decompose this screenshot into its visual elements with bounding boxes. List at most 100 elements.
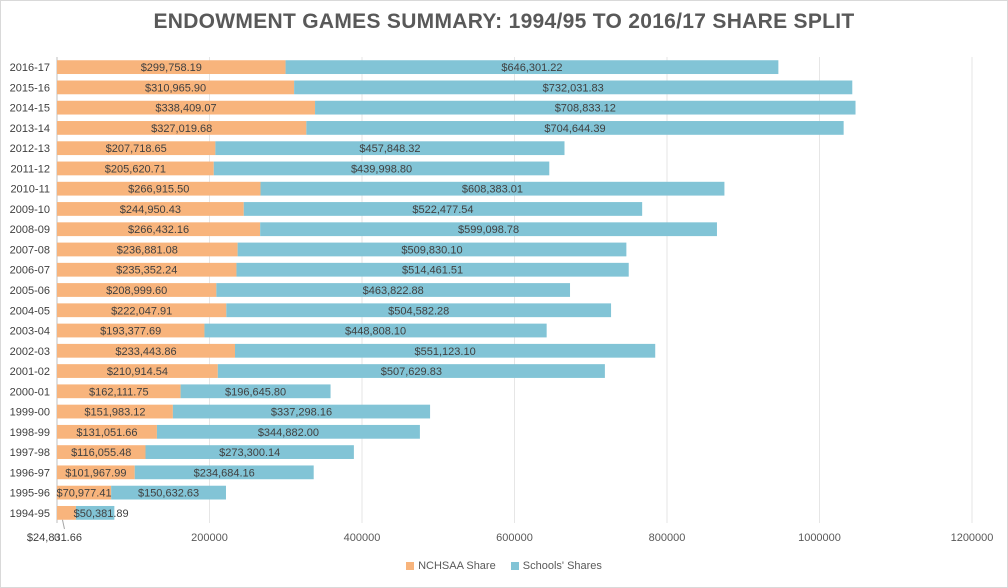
- legend-swatch-schools: [510, 562, 519, 570]
- category-label: 2007-08: [10, 244, 50, 256]
- data-label-schools: $273,300.14: [219, 447, 280, 459]
- legend-item-schools: Schools' Shares: [510, 560, 602, 572]
- legend-swatch-nchsaa: [406, 562, 415, 570]
- category-label: 2001-02: [10, 366, 50, 378]
- data-label-schools: $50,381.89: [74, 508, 129, 520]
- category-label: 2003-04: [10, 326, 50, 338]
- bar-nchsaa-share: [57, 465, 135, 480]
- category-label: 2013-14: [10, 123, 50, 135]
- bar-schools-shares: [226, 303, 612, 318]
- data-label-nchsaa: $244,950.43: [120, 204, 181, 216]
- data-label-nchsaa: $70,977.41: [57, 488, 112, 500]
- category-label: 2015-16: [10, 82, 50, 94]
- bar-nchsaa-share: [57, 161, 214, 176]
- data-label-schools: $196,645.80: [225, 386, 286, 398]
- bar-schools-shares: [235, 343, 656, 358]
- category-label: 2006-07: [10, 265, 50, 277]
- bar-schools-shares: [237, 242, 627, 257]
- bar-nchsaa-share: [57, 222, 261, 237]
- data-labels: $299,758.19 $646,301.22 $310,965.90 $732,03…: [27, 62, 616, 544]
- bar-nchsaa-share: [57, 283, 217, 297]
- category-label: 2011-12: [10, 163, 50, 175]
- legend-label-nchsaa: NCHSAA Share: [418, 560, 496, 572]
- bar-nchsaa-share: [57, 202, 244, 216]
- data-label-schools: $439,998.80: [351, 163, 412, 175]
- data-label-nchsaa: $236,881.08: [117, 244, 178, 256]
- data-label-schools: $150,632.63: [138, 488, 199, 500]
- x-tick-label: 1200000: [951, 532, 994, 544]
- bar-nchsaa-share: [57, 343, 236, 358]
- bar-schools-shares: [315, 100, 856, 115]
- data-label-schools: $704,644.39: [544, 123, 605, 135]
- legend: NCHSAA Share Schools' Shares: [0, 560, 1008, 573]
- bar-nchsaa-share: [57, 121, 307, 135]
- category-axis: 2016-17 2015-16 2014-15 2013-14 2012-13 2011-…: [10, 62, 50, 520]
- x-tick-label: 400000: [344, 532, 381, 544]
- category-label: 2000-01: [10, 386, 50, 398]
- leader-line: [61, 519, 65, 530]
- category-label: 2014-15: [10, 103, 50, 115]
- category-label: 1997-98: [10, 447, 50, 459]
- data-label-nchsaa: $162,111.75: [89, 386, 149, 398]
- bar-schools-shares: [216, 283, 571, 297]
- bar-schools-shares: [180, 384, 331, 399]
- data-label-nchsaa: $299,758.19: [141, 62, 202, 74]
- x-tick-label: 800000: [649, 532, 686, 544]
- bar-schools-shares: [260, 181, 725, 196]
- category-label: 2012-13: [10, 143, 50, 155]
- category-label: 1996-97: [10, 467, 50, 479]
- bar-schools-shares: [172, 404, 431, 419]
- category-label: 2009-10: [10, 204, 50, 216]
- bar-nchsaa-share: [57, 262, 237, 277]
- x-tick-label: 1000000: [798, 532, 841, 544]
- data-label-nchsaa: $116,055.48: [71, 447, 131, 459]
- data-label-schools: $732,031.83: [543, 82, 604, 94]
- data-label-nchsaa: $266,915.50: [128, 184, 189, 196]
- data-label-schools: $608,383.01: [462, 184, 523, 196]
- data-label-nchsaa: $24,831.66: [27, 532, 82, 544]
- data-label-schools: $457,848.32: [359, 143, 420, 155]
- bar-schools-shares: [213, 161, 550, 176]
- data-label-nchsaa: $210,914.54: [107, 366, 168, 378]
- bar-nchsaa-share: [57, 323, 205, 338]
- data-label-schools: $646,301.22: [501, 62, 562, 74]
- bar-schools-shares: [236, 262, 629, 277]
- data-label-nchsaa: $205,620.71: [105, 163, 166, 175]
- bar-schools-shares: [215, 141, 565, 156]
- x-tick-label: 600000: [496, 532, 533, 544]
- legend-label-schools: Schools' Shares: [522, 560, 602, 572]
- data-label-schools: $599,098.78: [458, 224, 519, 236]
- bar-nchsaa-share: [57, 384, 181, 399]
- data-label-schools: $448,808.10: [345, 326, 406, 338]
- bar-schools-shares: [306, 121, 844, 135]
- data-label-schools: $344,882.00: [258, 427, 319, 439]
- data-label-nchsaa: $131,051.66: [76, 427, 137, 439]
- category-label: 2002-03: [10, 346, 50, 358]
- category-label: 2016-17: [10, 62, 50, 74]
- data-label-nchsaa: $207,718.65: [106, 143, 167, 155]
- bar-nchsaa-share: [57, 80, 295, 95]
- category-label: 2004-05: [10, 305, 50, 317]
- category-label: 1998-99: [10, 427, 50, 439]
- bar-nchsaa-share: [57, 60, 286, 75]
- bar-nchsaa-share: [57, 100, 316, 115]
- category-label: 2010-11: [10, 184, 50, 196]
- bar-schools-shares: [204, 323, 547, 338]
- bar-schools-shares: [75, 505, 115, 520]
- data-label-nchsaa: $233,443.86: [115, 346, 176, 358]
- bars: [57, 60, 856, 520]
- data-label-nchsaa: $266,432.16: [128, 224, 189, 236]
- bar-schools-shares: [285, 60, 779, 75]
- data-label-schools: $504,582.28: [388, 305, 449, 317]
- data-label-schools: $514,461.51: [402, 265, 463, 277]
- chart-title: ENDOWMENT GAMES SUMMARY: 1994/95 TO 2016…: [153, 10, 855, 33]
- bar-schools-shares: [217, 364, 605, 378]
- x-tick-label: 0: [54, 532, 60, 544]
- bar-schools-shares: [260, 222, 717, 237]
- data-label-schools: $522,477.54: [412, 204, 473, 216]
- bar-nchsaa-share: [57, 181, 261, 196]
- bar-nchsaa-share: [57, 424, 157, 439]
- legend-item-nchsaa: NCHSAA Share: [406, 560, 496, 572]
- bar-schools-shares: [243, 202, 643, 216]
